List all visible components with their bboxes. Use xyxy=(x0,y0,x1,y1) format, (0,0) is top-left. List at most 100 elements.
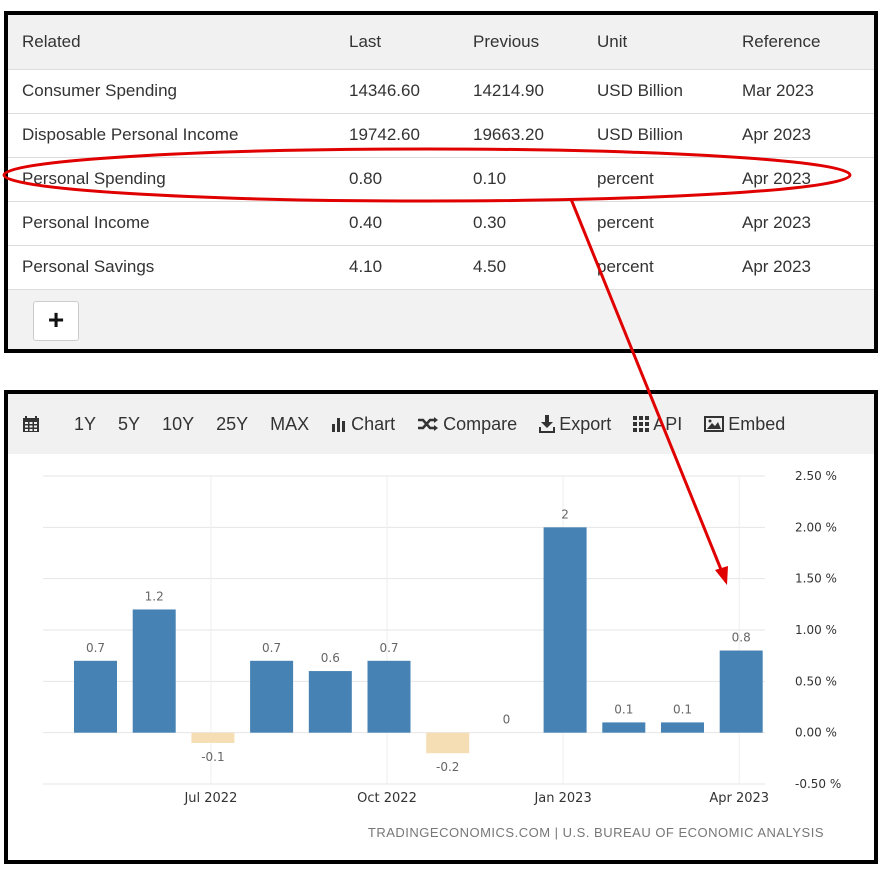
bars xyxy=(74,527,763,754)
related-panel: Related Last Previous Unit Reference Con… xyxy=(4,11,878,353)
range-5y-button[interactable]: 5Y xyxy=(118,413,141,434)
column-header-last[interactable]: Last xyxy=(336,15,460,70)
data-label: 1.2 xyxy=(145,589,164,603)
table-row[interactable]: Personal Income 0.40 0.30 percent Apr 2023 xyxy=(8,201,874,246)
add-more-button[interactable]: + xyxy=(33,300,79,341)
cell-name[interactable]: Personal Spending xyxy=(8,157,336,202)
bar xyxy=(191,732,235,743)
export-button[interactable]: Export xyxy=(539,414,611,435)
export-label: Export xyxy=(559,413,612,434)
cell-previous: 4.50 xyxy=(460,245,584,290)
cell-name[interactable]: Consumer Spending xyxy=(8,69,336,114)
chart-panel: 1Y 5Y 10Y 25Y MAX Chart Compare Export xyxy=(4,390,878,864)
range-1y-button[interactable]: 1Y xyxy=(74,413,97,434)
table-footer: + xyxy=(8,289,874,347)
source-credit[interactable]: TRADINGECONOMICS.COM | U.S. BUREAU OF EC… xyxy=(367,825,824,840)
y-tick-label: 2.50 % xyxy=(795,469,837,483)
cell-name[interactable]: Disposable Personal Income xyxy=(8,113,336,158)
cell-name[interactable]: Personal Income xyxy=(8,201,336,246)
data-label: 0.7 xyxy=(86,641,105,655)
table-row[interactable]: Disposable Personal Income 19742.60 19663.… xyxy=(8,113,874,158)
y-tick-label: 2.00 % xyxy=(795,520,837,534)
column-header-unit[interactable]: Unit xyxy=(584,15,729,70)
y-tick-label: 0.00 % xyxy=(795,726,837,740)
y-tick-label: -0.50 % xyxy=(795,777,841,791)
bar xyxy=(661,722,704,733)
bar xyxy=(426,732,470,754)
data-labels: 0.7 1.2 -0.1 0.7 0.6 0.7 -0.2 0 2 0.1 0.1 0.8 xyxy=(86,507,751,774)
data-label: 0 xyxy=(503,713,511,727)
y-tick-label: 0.50 % xyxy=(795,674,837,688)
cell-name[interactable]: Personal Savings xyxy=(8,245,336,290)
cell-previous: 0.10 xyxy=(460,157,584,202)
y-tick-label: 1.50 % xyxy=(795,572,837,586)
image-icon xyxy=(704,416,725,432)
range-max-button[interactable]: MAX xyxy=(270,413,310,434)
cell-reference: Apr 2023 xyxy=(729,113,874,158)
data-label: 0.7 xyxy=(379,641,398,655)
cell-last: 0.80 xyxy=(336,157,460,202)
calendar-icon[interactable] xyxy=(22,415,40,433)
cell-reference: Apr 2023 xyxy=(729,245,874,290)
bar xyxy=(250,660,294,733)
bar-chart-icon xyxy=(332,418,346,432)
cell-previous: 14214.90 xyxy=(460,69,584,114)
cell-unit: percent xyxy=(584,201,729,246)
x-tick-label: Apr 2023 xyxy=(709,791,769,806)
cell-last: 14346.60 xyxy=(336,69,460,114)
data-label: 2 xyxy=(561,507,569,521)
embed-button[interactable]: Embed xyxy=(704,414,785,435)
table-row[interactable]: Personal Savings 4.10 4.50 percent Apr 2023 xyxy=(8,245,874,290)
compare-button[interactable]: Compare xyxy=(417,414,517,435)
bar xyxy=(132,609,176,733)
cell-previous: 19663.20 xyxy=(460,113,584,158)
cell-previous: 0.30 xyxy=(460,201,584,246)
cell-last: 4.10 xyxy=(336,245,460,290)
y-axis: 2.50 % 2.00 % 1.50 % 1.00 % 0.50 % 0.00 % -0.5… xyxy=(795,469,841,791)
table-row[interactable]: Consumer Spending 14346.60 14214.90 USD Bil… xyxy=(8,69,874,114)
cell-unit: percent xyxy=(584,245,729,290)
grid-icon xyxy=(633,416,650,432)
cell-unit: USD Billion xyxy=(584,113,729,158)
cell-reference: Apr 2023 xyxy=(729,201,874,246)
cell-reference: Mar 2023 xyxy=(729,69,874,114)
column-header-reference[interactable]: Reference xyxy=(729,15,874,70)
related-table: Related Last Previous Unit Reference Con… xyxy=(8,15,874,290)
cell-reference: Apr 2023 xyxy=(729,157,874,202)
bar xyxy=(367,660,411,733)
column-header-related[interactable]: Related xyxy=(8,15,336,70)
bar xyxy=(308,671,352,733)
chart-toolbar: 1Y 5Y 10Y 25Y MAX Chart Compare Export xyxy=(8,394,874,454)
cell-unit: percent xyxy=(584,157,729,202)
chart-type-button[interactable]: Chart xyxy=(331,414,395,435)
cell-unit: USD Billion xyxy=(584,69,729,114)
bar xyxy=(602,722,646,733)
column-header-previous[interactable]: Previous xyxy=(460,15,584,70)
api-label: API xyxy=(653,413,683,434)
chart-label: Chart xyxy=(351,413,396,434)
data-label: 0.1 xyxy=(673,702,692,716)
bar xyxy=(74,660,117,733)
cell-last: 19742.60 xyxy=(336,113,460,158)
table-header-row: Related Last Previous Unit Reference xyxy=(8,15,874,70)
data-label: -0.1 xyxy=(201,750,224,764)
x-tick-label: Jul 2022 xyxy=(183,791,237,806)
cell-last: 0.40 xyxy=(336,201,460,246)
x-tick-label: Jan 2023 xyxy=(533,791,591,806)
api-button[interactable]: API xyxy=(633,414,682,435)
bar xyxy=(719,650,763,733)
shuffle-icon xyxy=(418,417,439,431)
data-label: 0.7 xyxy=(262,641,281,655)
table-row[interactable]: Personal Spending 0.80 0.10 percent Apr 2023 xyxy=(8,157,874,202)
y-tick-label: 1.00 % xyxy=(795,623,837,637)
data-label: 0.8 xyxy=(732,631,751,645)
range-10y-button[interactable]: 10Y xyxy=(162,413,195,434)
x-axis: Jul 2022 Oct 2022 Jan 2023 Apr 2023 xyxy=(183,791,769,806)
data-label: 0.1 xyxy=(614,702,633,716)
data-label: -0.2 xyxy=(436,760,459,774)
range-25y-button[interactable]: 25Y xyxy=(216,413,249,434)
download-icon xyxy=(539,415,556,433)
bar-chart: 0.7 1.2 -0.1 0.7 0.6 0.7 -0.2 0 2 0.1 0.1 0.8 2.50 … xyxy=(43,469,841,806)
embed-label: Embed xyxy=(728,413,786,434)
data-label: 0.6 xyxy=(321,651,340,665)
